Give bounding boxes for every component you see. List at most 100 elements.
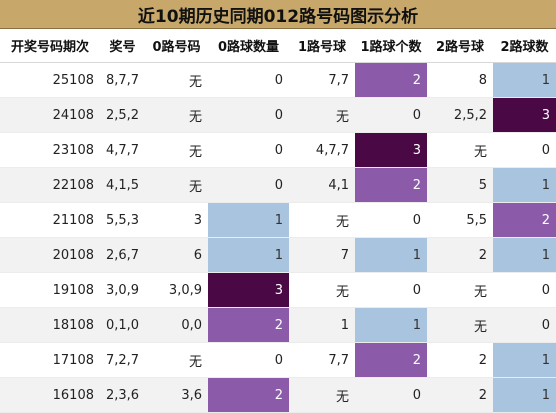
table-row: 25108 8,7,7 无 0 7,7 2 8 1 — [0, 62, 556, 98]
table-row: 17108 7,2,7 无 0 7,7 2 2 1 — [0, 342, 556, 378]
route1-count-cell: 1 — [355, 307, 427, 343]
route2-count-cell: 1 — [493, 237, 556, 273]
issue-cell: 17108 — [0, 342, 100, 378]
route2-count-cell: 0 — [493, 132, 556, 168]
route1-count-cell: 2 — [355, 342, 427, 378]
route1-cell: 7 — [289, 237, 355, 273]
issue-cell: 22108 — [0, 167, 100, 203]
route1-cell: 4,7,7 — [289, 132, 355, 168]
route2-count-cell: 1 — [493, 342, 556, 378]
route2-count-cell: 1 — [493, 167, 556, 203]
route2-cell: 5,5 — [427, 202, 493, 238]
route0-cell: 无 — [145, 62, 208, 98]
route0-count-cell: 0 — [208, 132, 289, 168]
issue-cell: 25108 — [0, 62, 100, 98]
route1-count-cell: 0 — [355, 202, 427, 238]
route2-cell: 5 — [427, 167, 493, 203]
issue-cell: 20108 — [0, 237, 100, 273]
issue-cell: 21108 — [0, 202, 100, 238]
route2-count-cell: 0 — [493, 307, 556, 343]
table-row: 16108 2,3,6 3,6 2 无 0 2 1 — [0, 377, 556, 413]
col-header-route1-count: 1路球个数 — [355, 29, 427, 63]
route0-cell: 无 — [145, 167, 208, 203]
route1-cell: 无 — [289, 97, 355, 133]
table-row: 20108 2,6,7 6 1 7 1 2 1 — [0, 237, 556, 273]
route0-count-cell: 2 — [208, 377, 289, 413]
route2-count-cell: 3 — [493, 97, 556, 133]
route0-count-cell: 0 — [208, 62, 289, 98]
route0-count-cell: 0 — [208, 97, 289, 133]
route2-count-cell: 1 — [493, 377, 556, 413]
number-cell: 2,5,2 — [100, 97, 145, 133]
route2-cell: 2,5,2 — [427, 97, 493, 133]
analysis-table: 开奖号码期次 奖号 0路号码 0路球数量 1路号球 1路球个数 2路号球 2路球… — [0, 29, 556, 413]
route1-count-cell: 2 — [355, 62, 427, 98]
route2-cell: 无 — [427, 132, 493, 168]
route1-count-cell: 2 — [355, 167, 427, 203]
route0-cell: 无 — [145, 132, 208, 168]
route2-cell: 无 — [427, 307, 493, 343]
number-cell: 4,1,5 — [100, 167, 145, 203]
route0-cell: 无 — [145, 342, 208, 378]
route1-cell: 4,1 — [289, 167, 355, 203]
route0-count-cell: 1 — [208, 202, 289, 238]
route2-cell: 无 — [427, 272, 493, 308]
route1-cell: 无 — [289, 272, 355, 308]
col-header-route2-count: 2路球数 — [493, 29, 556, 63]
number-cell: 4,7,7 — [100, 132, 145, 168]
table-row: 22108 4,1,5 无 0 4,1 2 5 1 — [0, 167, 556, 203]
route1-count-cell: 0 — [355, 377, 427, 413]
number-cell: 3,0,9 — [100, 272, 145, 308]
route0-cell: 3,6 — [145, 377, 208, 413]
col-header-route1: 1路号球 — [289, 29, 355, 63]
table-row: 19108 3,0,9 3,0,9 3 无 0 无 0 — [0, 272, 556, 308]
number-cell: 2,3,6 — [100, 377, 145, 413]
route0-count-cell: 3 — [208, 272, 289, 308]
issue-cell: 24108 — [0, 97, 100, 133]
route2-cell: 8 — [427, 62, 493, 98]
issue-cell: 18108 — [0, 307, 100, 343]
issue-cell: 23108 — [0, 132, 100, 168]
number-cell: 7,2,7 — [100, 342, 145, 378]
route0-cell: 0,0 — [145, 307, 208, 343]
number-cell: 0,1,0 — [100, 307, 145, 343]
route1-cell: 无 — [289, 202, 355, 238]
route1-cell: 无 — [289, 377, 355, 413]
route0-count-cell: 2 — [208, 307, 289, 343]
route1-count-cell: 0 — [355, 272, 427, 308]
number-cell: 5,5,3 — [100, 202, 145, 238]
route1-cell: 7,7 — [289, 62, 355, 98]
table-row: 23108 4,7,7 无 0 4,7,7 3 无 0 — [0, 132, 556, 168]
route0-count-cell: 0 — [208, 167, 289, 203]
route1-count-cell: 0 — [355, 97, 427, 133]
issue-cell: 16108 — [0, 377, 100, 413]
issue-cell: 19108 — [0, 272, 100, 308]
route2-count-cell: 2 — [493, 202, 556, 238]
route0-cell: 6 — [145, 237, 208, 273]
route1-cell: 7,7 — [289, 342, 355, 378]
route2-count-cell: 1 — [493, 62, 556, 98]
route0-count-cell: 1 — [208, 237, 289, 273]
route0-cell: 3 — [145, 202, 208, 238]
route0-cell: 3,0,9 — [145, 272, 208, 308]
route1-count-cell: 1 — [355, 237, 427, 273]
page-title: 近10期历史同期012路号码图示分析 — [0, 0, 556, 29]
number-cell: 8,7,7 — [100, 62, 145, 98]
col-header-route0-count: 0路球数量 — [208, 29, 289, 63]
table-row: 21108 5,5,3 3 1 无 0 5,5 2 — [0, 202, 556, 238]
table-row: 18108 0,1,0 0,0 2 1 1 无 0 — [0, 307, 556, 343]
col-header-number: 奖号 — [100, 29, 145, 63]
route0-cell: 无 — [145, 97, 208, 133]
col-header-route2: 2路号球 — [427, 29, 493, 63]
route2-cell: 2 — [427, 377, 493, 413]
route1-cell: 1 — [289, 307, 355, 343]
route0-count-cell: 0 — [208, 342, 289, 378]
header-row: 开奖号码期次 奖号 0路号码 0路球数量 1路号球 1路球个数 2路号球 2路球… — [0, 29, 556, 63]
route2-cell: 2 — [427, 342, 493, 378]
table-row: 24108 2,5,2 无 0 无 0 2,5,2 3 — [0, 97, 556, 133]
route2-count-cell: 0 — [493, 272, 556, 308]
route2-cell: 2 — [427, 237, 493, 273]
col-header-issue: 开奖号码期次 — [0, 29, 100, 63]
col-header-route0: 0路号码 — [145, 29, 208, 63]
route1-count-cell: 3 — [355, 132, 427, 168]
